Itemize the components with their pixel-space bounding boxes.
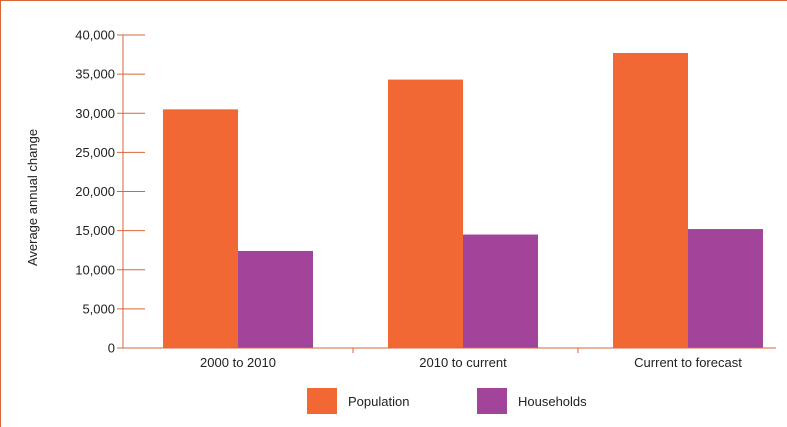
y-tick-label: 20,000 [75, 184, 115, 199]
legend-label-households: Households [518, 394, 587, 409]
bar-population-1 [388, 79, 463, 348]
y-tick-label: 10,000 [75, 262, 115, 277]
y-axis-label: Average annual change [25, 129, 40, 266]
y-tick-label: 5,000 [82, 301, 115, 316]
y-ticks-group: 0 5,000 10,000 15,000 20,000 25,000 30,000 35,0… [75, 28, 145, 356]
legend-swatch-households [477, 388, 507, 414]
x-tick-label: Current to forecast [634, 355, 742, 370]
y-tick-label: 30,000 [75, 106, 115, 121]
bars-group [163, 52, 763, 349]
x-tick-label: 2000 to 2010 [200, 355, 276, 370]
y-tick-label: 40,000 [75, 28, 115, 43]
bar-population-2 [613, 52, 688, 349]
bar-population-0 [163, 109, 238, 349]
y-tick-label: 35,000 [75, 67, 115, 82]
legend-label-population: Population [348, 394, 409, 409]
legend-swatch-population [307, 388, 337, 414]
y-tick-label: 25,000 [75, 145, 115, 160]
bar-households-0 [238, 250, 313, 348]
bar-households-2 [688, 229, 763, 348]
y-tick-label: 15,000 [75, 223, 115, 238]
x-ticks-group: 2000 to 2010 2010 to current Current to fo… [200, 348, 742, 370]
x-tick-label: 2010 to current [419, 355, 507, 370]
y-tick-label: 0 [108, 341, 115, 356]
legend: Population Households [307, 388, 587, 414]
bar-households-1 [463, 234, 538, 348]
